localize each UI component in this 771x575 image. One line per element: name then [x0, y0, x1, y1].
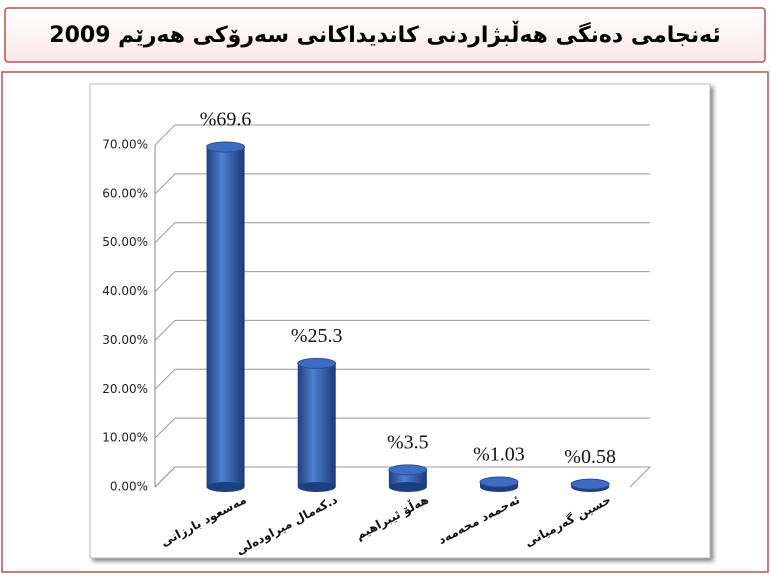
y-tick-label: 10.00% — [102, 431, 148, 445]
grid-line — [154, 368, 650, 390]
grid-line — [154, 222, 650, 244]
bar — [206, 146, 245, 487]
bar-base — [206, 482, 245, 492]
data-label: %69.6 — [200, 109, 252, 131]
bar-base — [388, 482, 427, 492]
bar-top — [206, 141, 246, 153]
bar-top — [479, 476, 519, 488]
data-label: %3.5 — [387, 431, 429, 453]
y-tick-label: 30.00% — [102, 333, 148, 347]
grid-line — [154, 417, 650, 439]
y-tick-label: 50.00% — [102, 235, 148, 249]
y-tick-label: 20.00% — [102, 382, 148, 396]
bar-top — [388, 464, 428, 476]
bar-top — [570, 478, 610, 490]
data-label: %0.58 — [564, 446, 616, 468]
title-box — [4, 7, 766, 63]
bar-top — [297, 357, 337, 369]
bar — [297, 363, 336, 487]
y-tick-label: 0.00% — [110, 480, 148, 494]
data-label: %25.3 — [291, 325, 343, 347]
grid-line — [154, 319, 650, 341]
grid-line — [154, 173, 650, 195]
grid-line — [154, 124, 650, 146]
chart-title: ئەنجامی دەنگی هەڵبژاردنی کاندیداکانی سەر… — [49, 20, 720, 48]
y-tick-label: 60.00% — [102, 186, 148, 200]
bar-base — [297, 482, 336, 492]
y-tick-label: 40.00% — [102, 284, 148, 298]
data-label: %1.03 — [473, 444, 525, 466]
y-tick-label: 70.00% — [102, 138, 148, 152]
grid-line — [154, 271, 650, 292]
